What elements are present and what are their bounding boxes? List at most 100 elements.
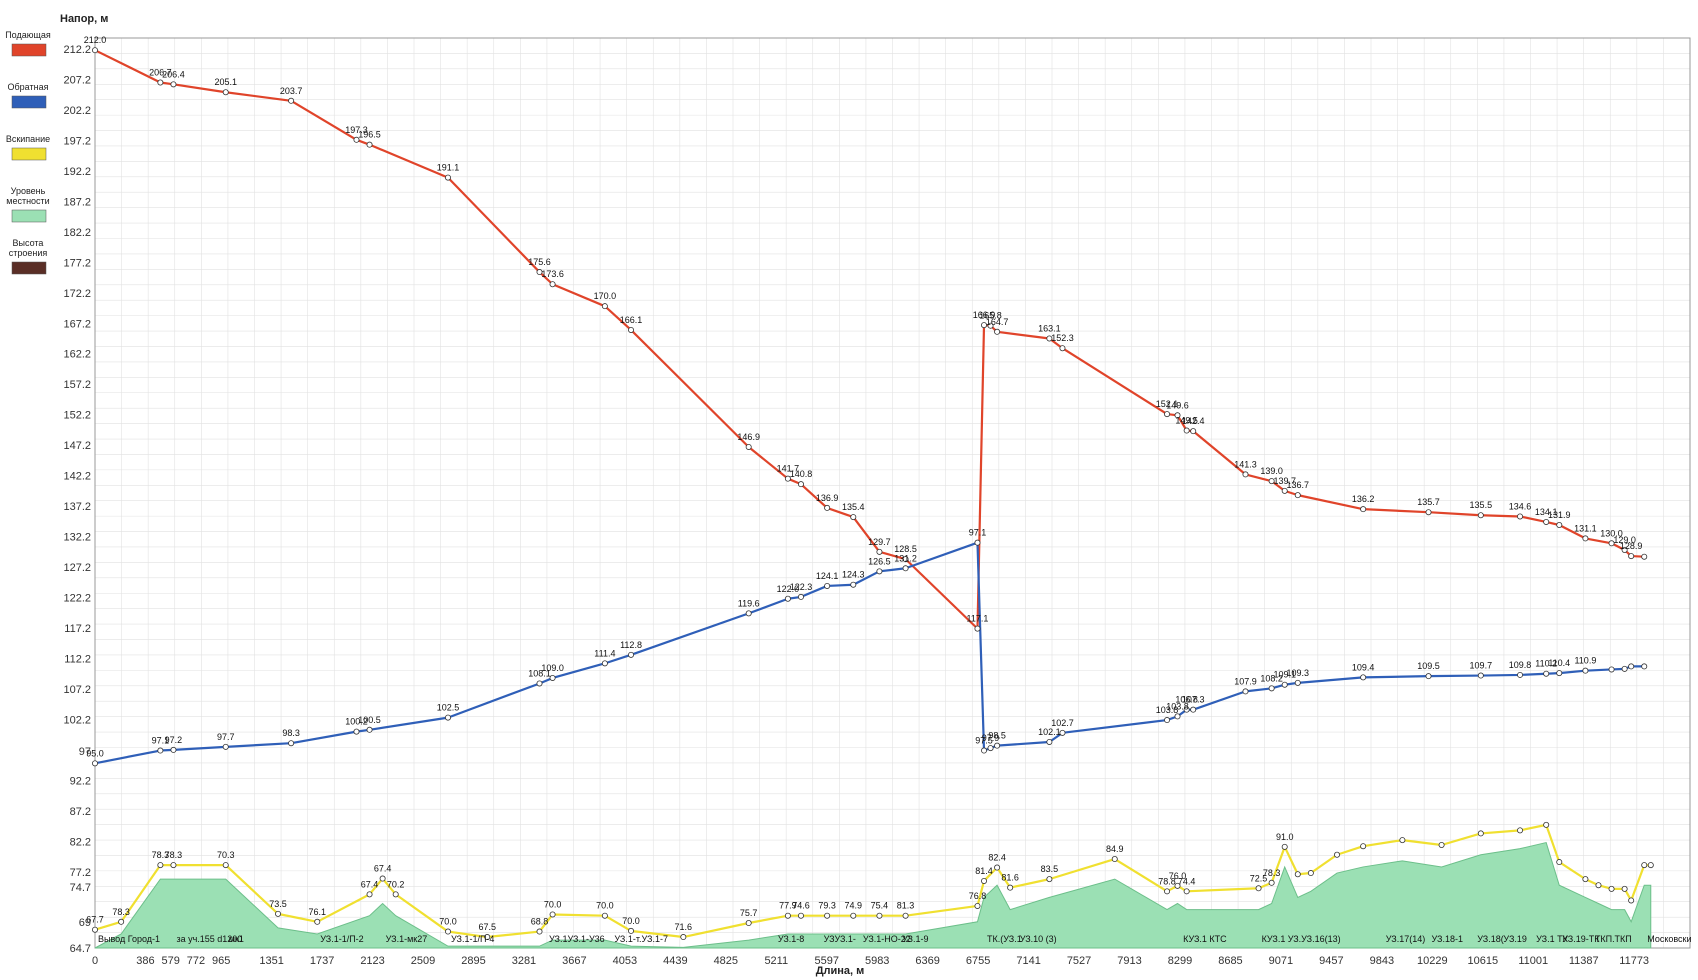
data-label: 106.8 bbox=[1175, 695, 1198, 705]
data-label: 110.4 bbox=[1548, 658, 1570, 668]
x-tick-label: 11001 bbox=[1518, 955, 1548, 967]
x-tick-label: 4053 bbox=[613, 955, 637, 967]
data-point bbox=[745, 610, 752, 617]
data-label: 126.5 bbox=[868, 556, 891, 566]
data-label: 97.1 bbox=[152, 736, 170, 746]
data-point bbox=[1174, 882, 1181, 889]
x-tick-label: 9457 bbox=[1319, 955, 1343, 967]
data-label: 102.1 bbox=[1038, 727, 1061, 737]
data-point bbox=[157, 747, 164, 754]
y-tick-label: 112.2 bbox=[64, 653, 91, 665]
data-point bbox=[1438, 841, 1445, 848]
data-label: 130.0 bbox=[1600, 528, 1623, 538]
data-label: 122.3 bbox=[790, 582, 813, 592]
x-tick-label: 8685 bbox=[1218, 955, 1242, 967]
data-point bbox=[1517, 671, 1524, 678]
data-label: 165.8 bbox=[979, 311, 1002, 321]
data-point bbox=[366, 891, 373, 898]
data-label: 109.0 bbox=[541, 663, 564, 673]
data-point bbox=[902, 912, 909, 919]
data-label: 81.4 bbox=[975, 866, 993, 876]
node-label: УЗ.1-т.УЗ.1-7 bbox=[614, 934, 668, 944]
data-point bbox=[902, 556, 909, 563]
node-label: ТКП bbox=[1615, 934, 1632, 944]
data-point bbox=[902, 565, 909, 572]
data-label: 102.5 bbox=[437, 703, 460, 713]
data-point bbox=[1242, 688, 1249, 695]
y-tick-label: 172.2 bbox=[63, 288, 91, 300]
y-tick-label: 177.2 bbox=[63, 257, 91, 269]
x-tick-label: 9071 bbox=[1269, 955, 1293, 967]
data-label: 68.8 bbox=[531, 917, 549, 927]
data-point bbox=[994, 328, 1001, 335]
legend: Подающая Обратная Вскипание Уровеньместност… bbox=[5, 30, 51, 275]
node-label: КУЗ.1 bbox=[1262, 934, 1286, 944]
data-label: 72.5 bbox=[1250, 873, 1268, 883]
data-label: 77.9 bbox=[779, 901, 797, 911]
data-label: 135.7 bbox=[1417, 497, 1440, 507]
data-point bbox=[981, 747, 988, 754]
x-tick-label: 3667 bbox=[562, 955, 586, 967]
x-tick-label: 6369 bbox=[915, 955, 939, 967]
data-label: 149.6 bbox=[1166, 400, 1189, 410]
data-point bbox=[170, 862, 177, 869]
data-label: 70.3 bbox=[217, 850, 235, 860]
series-line bbox=[94, 49, 1645, 630]
data-label: 83.5 bbox=[1041, 864, 1059, 874]
data-label: 97.2 bbox=[165, 735, 183, 745]
x-tick-label: 1351 bbox=[259, 955, 283, 967]
data-label: 129.0 bbox=[1613, 535, 1636, 545]
data-point bbox=[1360, 506, 1367, 513]
legend-swatch bbox=[11, 43, 47, 57]
data-label: 74.9 bbox=[845, 901, 863, 911]
data-label: 78.3 bbox=[112, 907, 130, 917]
data-point bbox=[1360, 674, 1367, 681]
x-tick-label: 11387 bbox=[1569, 955, 1599, 967]
x-tick-label: 1737 bbox=[310, 955, 334, 967]
data-point bbox=[1059, 345, 1066, 352]
data-point bbox=[1164, 717, 1171, 724]
data-label: 100.5 bbox=[358, 715, 381, 725]
data-point bbox=[981, 877, 988, 884]
data-label: 107.3 bbox=[1182, 695, 1205, 705]
node-label: УЗ.18( bbox=[1477, 934, 1503, 944]
node-label: КУЗ.1 КТС bbox=[1183, 934, 1227, 944]
data-point bbox=[1477, 512, 1484, 519]
data-label: 203.7 bbox=[280, 86, 303, 96]
x-tick-label: 5211 bbox=[764, 955, 788, 967]
data-point bbox=[1281, 487, 1288, 494]
data-label: 76.0 bbox=[1169, 871, 1187, 881]
data-label: 98.3 bbox=[282, 728, 300, 738]
data-point bbox=[1582, 876, 1589, 883]
node-label: Московски bbox=[1647, 934, 1691, 944]
data-point bbox=[444, 174, 451, 181]
data-point bbox=[601, 912, 608, 919]
data-point bbox=[1647, 862, 1654, 869]
data-label: 109.3 bbox=[1287, 668, 1310, 678]
data-point bbox=[1543, 518, 1550, 525]
data-label: 109.4 bbox=[1352, 662, 1375, 672]
node-label: Вывод Город-1 bbox=[98, 934, 160, 944]
data-point bbox=[1477, 830, 1484, 837]
data-point bbox=[1268, 879, 1275, 886]
data-point bbox=[314, 918, 321, 925]
data-point bbox=[680, 934, 687, 941]
data-label: 128.9 bbox=[1620, 541, 1643, 551]
data-label: 67.5 bbox=[478, 922, 496, 932]
data-label: 166.1 bbox=[620, 315, 643, 325]
data-label: 140.8 bbox=[790, 469, 813, 479]
data-label: 139.0 bbox=[1260, 466, 1283, 476]
data-label: 78.3 bbox=[152, 850, 170, 860]
node-label: УЗ.1-1/П-2 bbox=[320, 934, 363, 944]
data-point bbox=[974, 625, 981, 632]
data-label: 136.9 bbox=[816, 493, 839, 503]
legend-swatch bbox=[11, 209, 47, 223]
data-label: 191.1 bbox=[437, 163, 460, 173]
y-tick-label: 64.7 bbox=[70, 943, 91, 955]
data-point bbox=[1641, 553, 1648, 560]
data-point bbox=[987, 322, 994, 329]
data-point bbox=[444, 928, 451, 935]
y-tick-label: 152.2 bbox=[63, 410, 91, 422]
x-tick-label: 2509 bbox=[411, 955, 435, 967]
